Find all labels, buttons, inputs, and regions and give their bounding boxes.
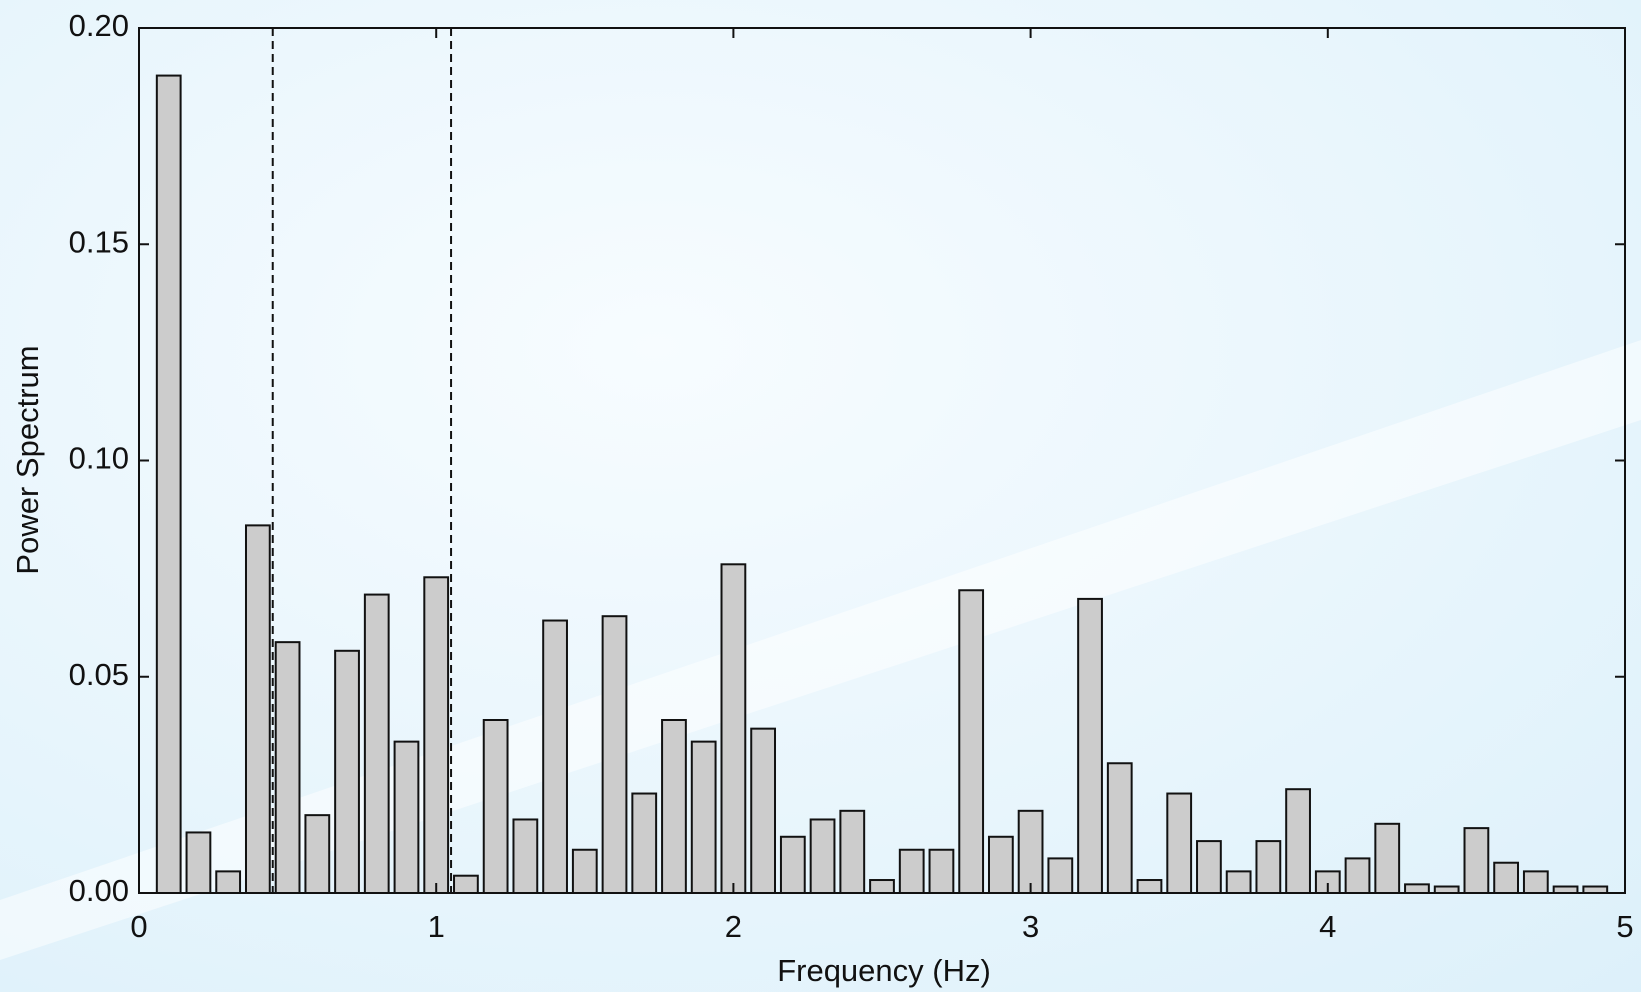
x-tick-label: 4 bbox=[1319, 909, 1336, 944]
bar bbox=[1255, 840, 1282, 894]
bar bbox=[1077, 597, 1103, 895]
x-tick-label: 2 bbox=[725, 909, 742, 944]
bar bbox=[1017, 809, 1044, 895]
bar bbox=[334, 649, 360, 894]
bar bbox=[1166, 792, 1193, 895]
x-tick-label: 3 bbox=[1022, 909, 1039, 944]
bar bbox=[244, 524, 271, 894]
y-tick-label: 0.05 bbox=[69, 657, 129, 692]
bar bbox=[690, 740, 717, 894]
bar bbox=[898, 848, 925, 894]
bar bbox=[779, 835, 806, 895]
bar bbox=[304, 814, 331, 895]
bar bbox=[274, 641, 301, 895]
bar bbox=[363, 593, 390, 894]
bar bbox=[155, 74, 182, 894]
bar bbox=[631, 792, 658, 895]
bar bbox=[215, 870, 242, 894]
x-tick-label: 1 bbox=[428, 909, 445, 944]
bar bbox=[512, 818, 539, 894]
bar bbox=[1225, 870, 1252, 894]
bar bbox=[869, 879, 895, 895]
bar bbox=[1404, 883, 1430, 894]
y-tick-label: 0.15 bbox=[69, 224, 129, 259]
bar bbox=[393, 740, 420, 894]
bar bbox=[1374, 822, 1401, 894]
bar bbox=[453, 874, 479, 895]
bar bbox=[928, 848, 955, 894]
y-axis-label: Power Spectrum bbox=[10, 345, 45, 574]
bar bbox=[661, 719, 687, 894]
bar bbox=[482, 719, 509, 894]
bar bbox=[958, 589, 985, 894]
bar bbox=[987, 835, 1014, 895]
bar bbox=[1463, 827, 1490, 894]
bar bbox=[1522, 870, 1549, 894]
bar bbox=[601, 615, 628, 894]
bar bbox=[1344, 857, 1371, 895]
bar bbox=[1106, 762, 1133, 894]
x-tick-label: 0 bbox=[130, 909, 147, 944]
bar bbox=[571, 848, 598, 894]
bar bbox=[542, 619, 568, 895]
bar bbox=[185, 831, 212, 895]
bar bbox=[1285, 788, 1311, 895]
y-tick-label: 0.20 bbox=[69, 8, 129, 43]
x-axis-label: Frequency (Hz) bbox=[777, 953, 991, 988]
bar bbox=[423, 576, 450, 895]
bar bbox=[1493, 861, 1520, 894]
bar bbox=[750, 727, 777, 895]
bar bbox=[720, 563, 747, 894]
bar bbox=[839, 809, 866, 895]
bar bbox=[1136, 879, 1163, 895]
y-tick-label: 0.00 bbox=[69, 873, 129, 908]
bar bbox=[1196, 840, 1222, 894]
bar bbox=[809, 818, 836, 894]
x-tick-label: 5 bbox=[1616, 909, 1633, 944]
y-tick-label: 0.10 bbox=[69, 441, 129, 476]
bar bbox=[1047, 857, 1074, 895]
